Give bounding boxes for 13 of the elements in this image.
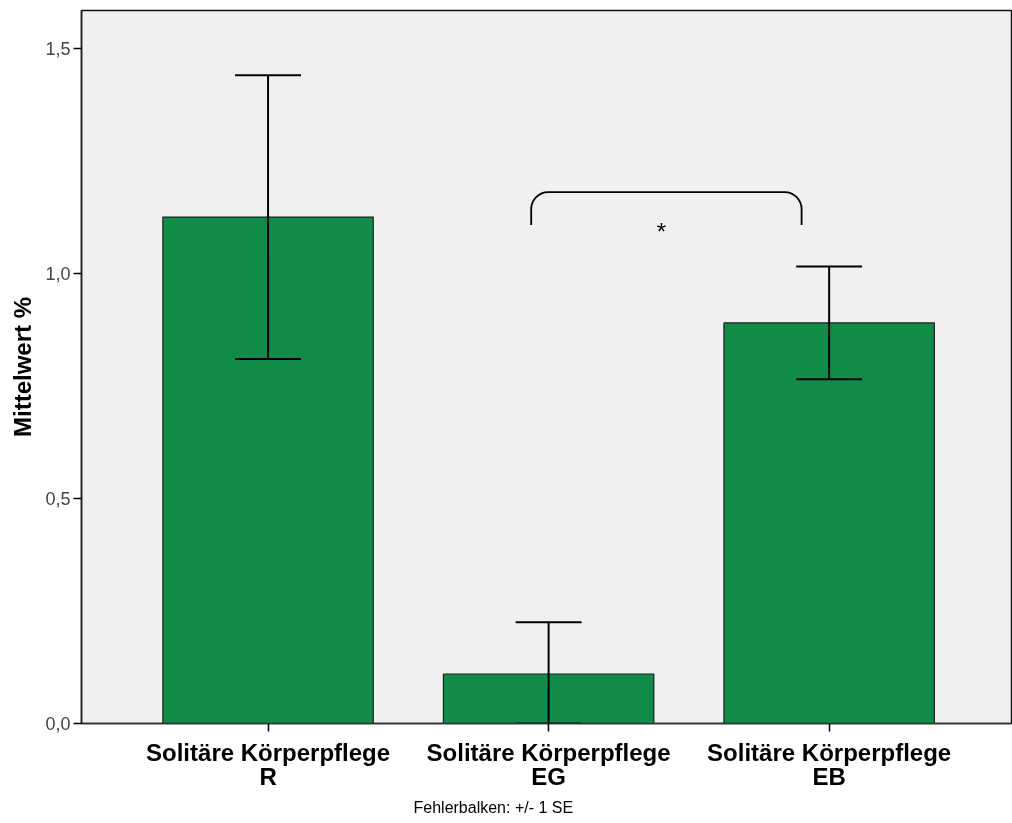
annotation: * xyxy=(656,218,667,246)
x-tick-label: Solitäre Körperpflege EB xyxy=(707,738,952,790)
x-tick-label: Solitäre Körperpflege R xyxy=(146,738,391,790)
y-tick-label: 1,0 xyxy=(45,263,71,284)
y-tick-label: 1,5 xyxy=(45,38,71,59)
y-tick-label: 0,5 xyxy=(45,488,71,509)
bar xyxy=(442,673,655,724)
x-tick-label: Solitäre Körperpflege EG xyxy=(426,738,671,790)
y-tick-label: 0,0 xyxy=(45,714,71,734)
bar xyxy=(723,322,935,724)
text: Fehlerbalken: +/- 1 SE xyxy=(413,798,574,816)
y-axis-title: Mittelwert % xyxy=(9,296,37,438)
bar xyxy=(162,216,374,724)
